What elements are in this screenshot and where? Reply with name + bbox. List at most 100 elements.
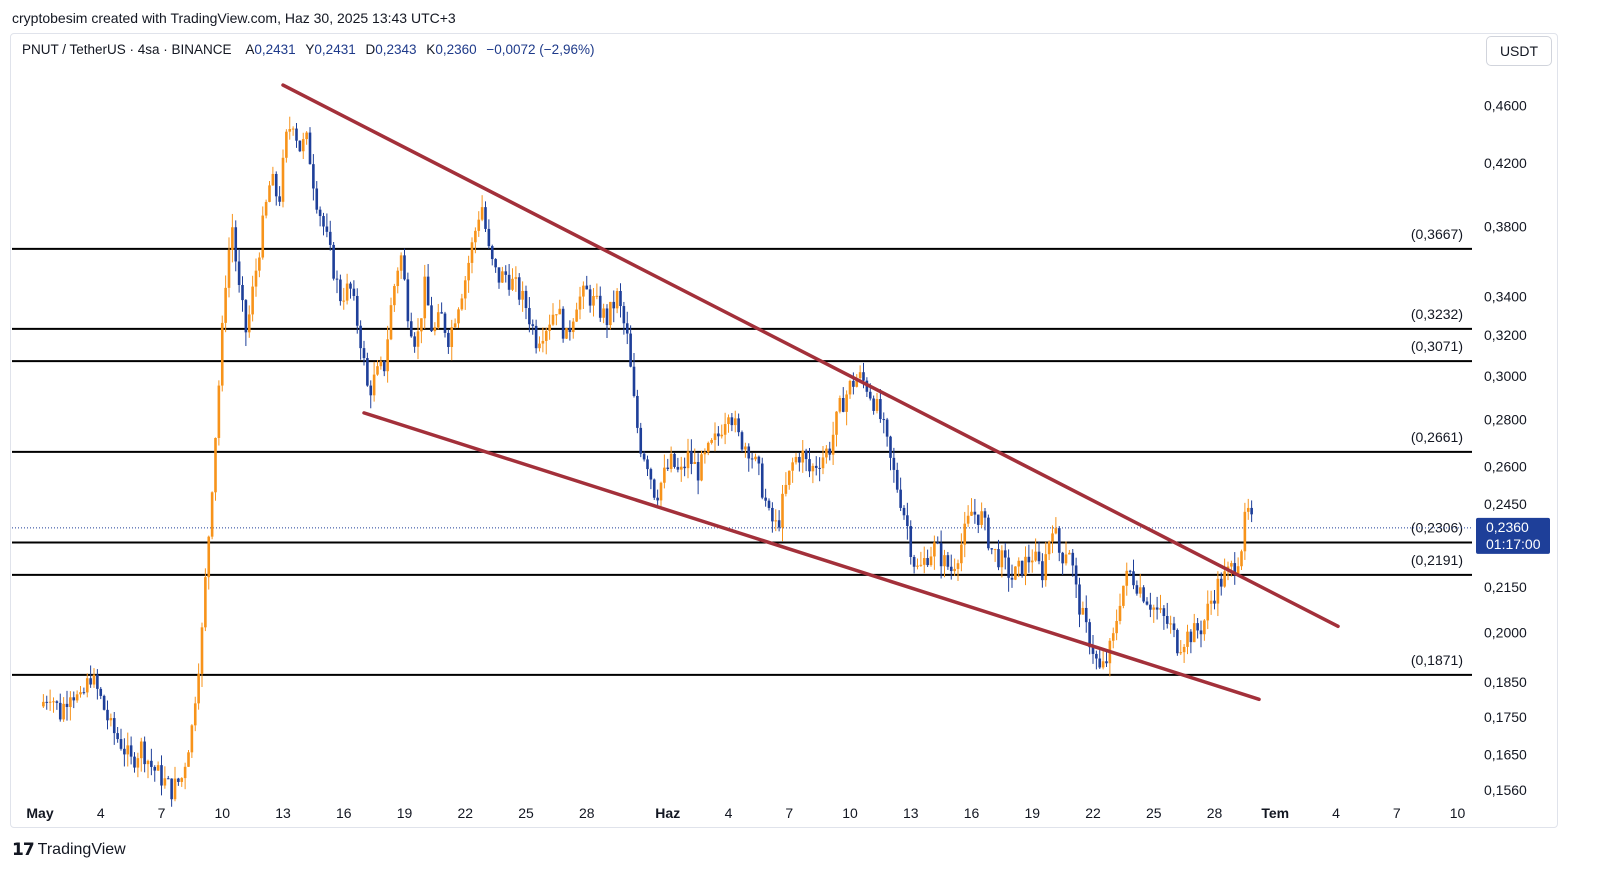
candle-body xyxy=(524,290,528,309)
candle-body xyxy=(490,246,494,260)
candle-body xyxy=(649,469,653,480)
candle-body xyxy=(170,778,173,800)
time-tick-label: Tem xyxy=(1261,805,1289,821)
candle-body xyxy=(831,434,835,455)
candle-body xyxy=(156,765,160,771)
candle-body xyxy=(1064,554,1068,564)
candle-body xyxy=(180,778,184,782)
candle-body xyxy=(143,741,146,765)
candle-body xyxy=(187,752,190,767)
time-tick-label: 16 xyxy=(336,805,352,821)
candle-body xyxy=(355,295,359,326)
candle-body xyxy=(754,456,757,460)
candle-body xyxy=(447,332,450,347)
candle-body xyxy=(767,500,771,508)
candle-body xyxy=(528,308,531,325)
time-tick-label: 7 xyxy=(1393,805,1401,821)
candle-body xyxy=(298,140,302,152)
candle-body xyxy=(1003,550,1007,558)
candle-body xyxy=(210,492,214,537)
candle-body xyxy=(177,778,180,782)
candle-body xyxy=(58,702,62,720)
currency-button[interactable]: USDT xyxy=(1486,36,1552,66)
candle-body xyxy=(345,283,349,301)
candle-body xyxy=(190,725,194,753)
candle-body xyxy=(966,515,970,524)
candles xyxy=(42,116,1253,807)
candle-body xyxy=(727,417,730,425)
candle-body xyxy=(45,701,49,703)
symbol-name[interactable]: PNUT / TetherUS · 4sa · BINANCE xyxy=(22,42,232,57)
candle-body xyxy=(1041,561,1044,581)
candle-body xyxy=(1125,570,1129,586)
candle-body xyxy=(376,366,379,375)
price-tick-label: 0,2600 xyxy=(1484,459,1527,475)
candle-body xyxy=(413,336,416,347)
candle-body xyxy=(1236,566,1240,575)
candle-body xyxy=(757,456,761,464)
candle-body xyxy=(1132,571,1135,586)
candle-body xyxy=(1243,511,1247,552)
candle-body xyxy=(1007,557,1010,578)
candle-body xyxy=(720,434,724,437)
candle-body xyxy=(983,511,987,518)
tradingview-brand[interactable]: 𝟭𝟳 TradingView xyxy=(12,840,126,860)
candle-body xyxy=(1128,570,1132,572)
time-tick-label: 28 xyxy=(579,805,595,821)
candle-body xyxy=(278,196,281,202)
candle-body xyxy=(696,462,700,481)
candle-body xyxy=(55,701,59,703)
candle-body xyxy=(460,298,464,310)
candle-body xyxy=(818,467,821,469)
candle-body xyxy=(234,227,238,262)
price-tick-label: 0,1750 xyxy=(1484,709,1527,725)
candle-body xyxy=(163,778,167,786)
time-tick-label: 4 xyxy=(1332,805,1340,821)
candle-body xyxy=(706,442,710,453)
candle-body xyxy=(744,446,747,450)
candle-body xyxy=(1182,646,1186,653)
candle-body xyxy=(784,484,788,494)
level-label: (0,2191) xyxy=(1411,552,1463,568)
candle-body xyxy=(369,385,373,396)
candle-body xyxy=(200,627,204,674)
candle-body xyxy=(592,296,595,306)
candle-body xyxy=(1111,633,1115,641)
candle-body xyxy=(440,312,443,314)
candle-body xyxy=(1189,631,1193,643)
candle-body xyxy=(943,555,946,567)
candle-body xyxy=(1165,615,1169,624)
candle-body xyxy=(339,279,342,302)
candle-body xyxy=(679,466,683,470)
candle-body xyxy=(1051,533,1054,542)
candle-body xyxy=(1101,661,1105,668)
candle-body xyxy=(312,164,315,189)
candle-body xyxy=(1034,551,1037,561)
candle-body xyxy=(642,453,646,460)
time-tick-label: 13 xyxy=(903,805,919,821)
price-tick-label: 0,4200 xyxy=(1484,155,1527,171)
price-tick-label: 0,3800 xyxy=(1484,218,1527,234)
candle-body xyxy=(953,568,956,572)
candle-body xyxy=(285,131,288,158)
candle-body xyxy=(1199,630,1203,635)
candle-body xyxy=(477,219,481,231)
candle-body xyxy=(470,242,474,263)
candle-body xyxy=(359,325,362,349)
candle-body xyxy=(237,261,241,285)
candle-body xyxy=(301,139,305,152)
candle-body xyxy=(1216,578,1220,604)
candle-body xyxy=(619,290,622,307)
candle-body xyxy=(403,255,406,280)
candle-body xyxy=(771,507,774,522)
candle-body xyxy=(1061,552,1064,564)
candle-body xyxy=(139,741,143,759)
candle-body xyxy=(274,173,278,197)
time-tick-label: 25 xyxy=(518,805,534,821)
candle-body xyxy=(926,558,929,566)
candle-body xyxy=(963,523,967,545)
candle-body xyxy=(504,271,508,275)
candle-body xyxy=(426,276,430,306)
candle-body xyxy=(791,462,794,471)
